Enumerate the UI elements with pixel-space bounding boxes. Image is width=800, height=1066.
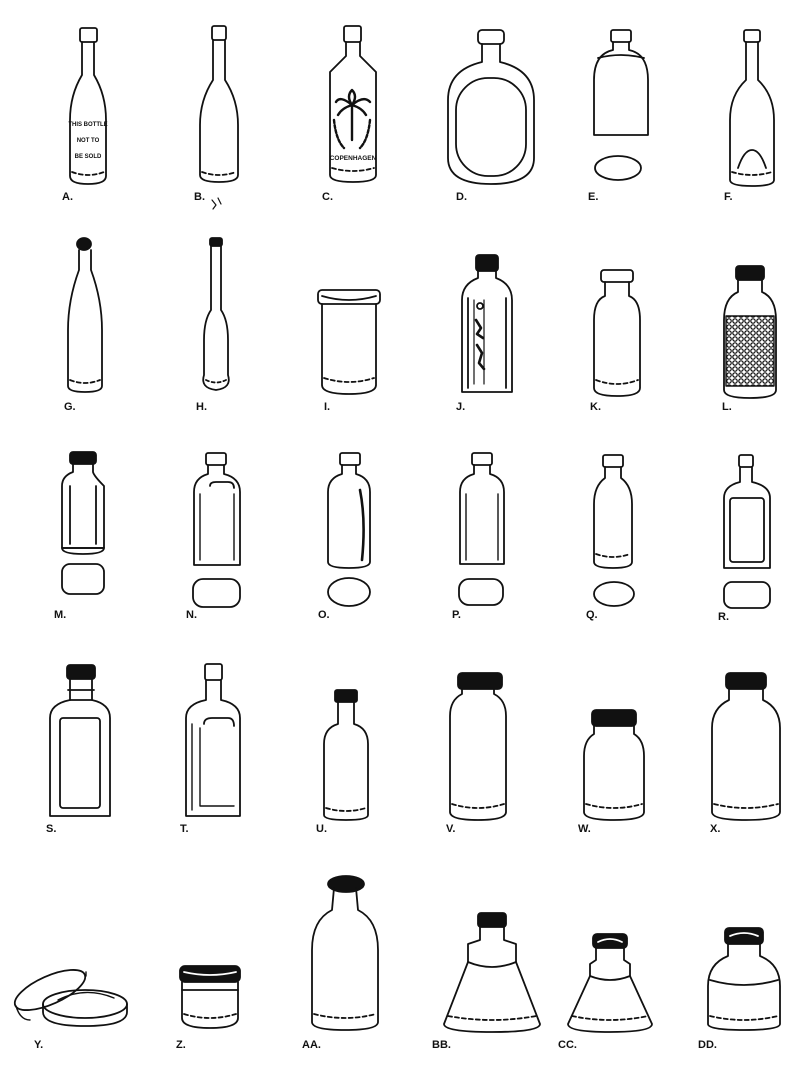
label-bb: BB. — [432, 1039, 451, 1051]
bottle-p — [458, 452, 505, 606]
label-y: Y. — [34, 1039, 43, 1051]
bottle-aa — [311, 875, 379, 1031]
label-w: W. — [578, 823, 591, 835]
bottle-a-embossing-2: NOT TO — [77, 138, 100, 144]
inkwell-cc — [567, 933, 653, 1033]
jar-z — [179, 965, 241, 1029]
label-t: T. — [180, 823, 189, 835]
bottle-t — [185, 663, 241, 817]
bottle-m — [61, 451, 105, 595]
figure-labels: A. B. C. D. E. F. G. H. I. J. K. L. M. N… — [34, 191, 733, 1051]
label-u: U. — [316, 823, 327, 835]
tin-y — [13, 969, 128, 1027]
bottle-c: COPENHAGEN — [329, 25, 377, 183]
bottle-g — [67, 237, 103, 393]
label-b: B. — [194, 191, 205, 203]
bottle-h — [202, 237, 230, 391]
label-c: C. — [322, 191, 333, 203]
label-aa: AA. — [302, 1039, 321, 1051]
label-v: V. — [446, 823, 455, 835]
label-dd: DD. — [698, 1039, 717, 1051]
bottle-b — [199, 25, 239, 210]
label-f: F. — [724, 191, 733, 203]
label-e: E. — [588, 191, 598, 203]
bottle-a: THIS BOTTLE NOT TO BE SOLD — [68, 27, 108, 185]
bottle-c-embossing: COPENHAGEN — [330, 155, 377, 162]
inkwell-bb — [443, 912, 541, 1033]
bottle-j — [461, 254, 513, 393]
label-h: H. — [196, 401, 207, 413]
label-x: X. — [710, 823, 720, 835]
label-q: Q. — [586, 609, 598, 621]
bottle-v — [449, 672, 507, 821]
jar-i — [317, 289, 381, 395]
bottle-l — [723, 265, 777, 399]
label-a: A. — [62, 191, 73, 203]
label-cc: CC. — [558, 1039, 577, 1051]
jar-w — [583, 709, 645, 821]
label-p: P. — [452, 609, 461, 621]
bottle-a-embossing-1: THIS BOTTLE — [68, 122, 107, 128]
bottle-u — [323, 689, 369, 821]
label-s: S. — [46, 823, 56, 835]
bottle-o — [327, 452, 371, 607]
flask-d — [447, 29, 535, 185]
bottle-s — [49, 664, 111, 817]
bottle-r — [723, 454, 771, 609]
label-n: N. — [186, 609, 197, 621]
label-o: O. — [318, 609, 330, 621]
label-i: I. — [324, 401, 330, 413]
label-d: D. — [456, 191, 467, 203]
inkwell-dd — [707, 927, 781, 1031]
bottle-n — [192, 452, 241, 608]
bottle-q — [593, 454, 635, 607]
flask-e — [593, 29, 649, 181]
label-j: J. — [456, 401, 465, 413]
bottle-f — [729, 29, 775, 187]
bottle-x — [711, 672, 781, 821]
label-m: M. — [54, 609, 66, 621]
label-z: Z. — [176, 1039, 186, 1051]
label-g: G. — [64, 401, 76, 413]
bottle-a-embossing-3: BE SOLD — [75, 154, 102, 160]
label-l: L. — [722, 401, 732, 413]
label-k: K. — [590, 401, 601, 413]
label-r: R. — [718, 611, 729, 623]
bottle-k — [593, 269, 641, 397]
